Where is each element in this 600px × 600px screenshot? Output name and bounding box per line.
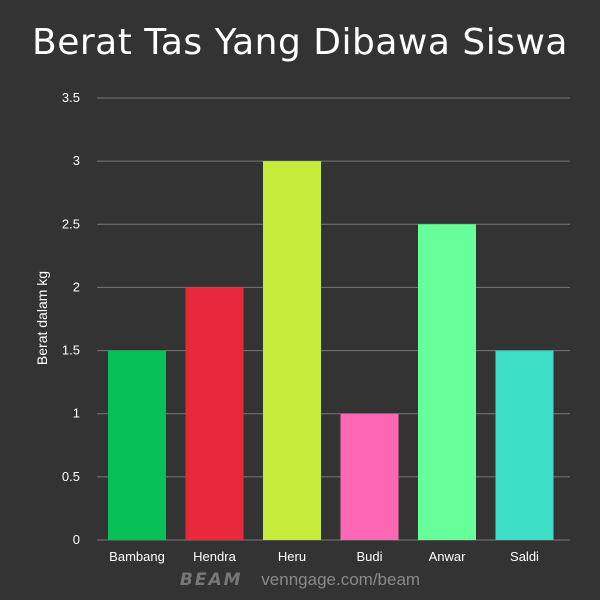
x-tick-label: Anwar [429, 549, 467, 564]
x-tick-label: Heru [278, 549, 306, 564]
bar-hendra [185, 287, 244, 540]
chart-title: Berat Tas Yang Dibawa Siswa [32, 22, 568, 63]
bar-anwar [418, 224, 476, 541]
bar-bambang [108, 350, 166, 540]
y-tick-label: 2 [73, 279, 80, 294]
x-axis-labels: Bambang Hendra Heru Budi Anwar Saldi [109, 549, 539, 564]
y-tick-label: 0.5 [62, 469, 80, 484]
x-tick-label: Budi [356, 549, 382, 564]
footer-url[interactable]: venngage.com/beam [261, 570, 421, 589]
footer-brand-logo: BEAM [179, 570, 243, 590]
x-tick-label: Bambang [109, 549, 165, 564]
y-tick-label: 3 [73, 153, 80, 168]
y-tick-label: 3.5 [62, 90, 80, 105]
bars [108, 161, 554, 541]
y-tick-label: 2.5 [62, 216, 80, 231]
grid-lines [97, 97, 570, 541]
y-axis-ticks: 0 0.5 1 1.5 2 2.5 3 3.5 [62, 90, 80, 547]
x-tick-label: Saldi [510, 549, 539, 564]
y-tick-label: 0 [73, 532, 80, 547]
footer: BEAM venngage.com/beam [0, 570, 600, 590]
y-tick-label: 1.5 [62, 343, 80, 358]
bar-budi [340, 413, 399, 540]
x-tick-label: Hendra [193, 549, 236, 564]
y-tick-label: 1 [73, 406, 80, 421]
bar-saldi [495, 350, 554, 540]
bar-heru [263, 161, 321, 540]
y-axis-label: Berat dalam kg [34, 271, 50, 365]
